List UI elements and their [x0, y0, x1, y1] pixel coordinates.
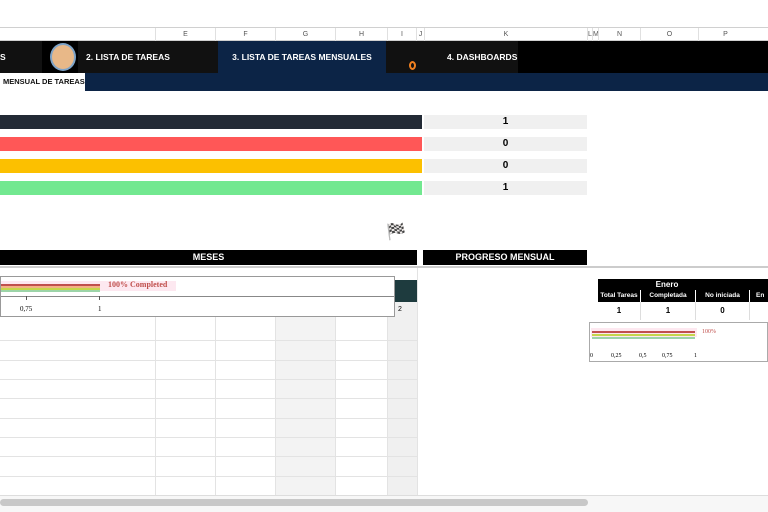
- column-header[interactable]: O: [640, 28, 698, 41]
- column-header[interactable]: G: [275, 28, 335, 41]
- column-header[interactable]: E: [155, 28, 215, 41]
- column-header[interactable]: I: [387, 28, 416, 41]
- chart-bar: [1, 286, 100, 288]
- month-chart: 100% 0 0,25 0,5 0,75 1: [589, 322, 768, 362]
- tick-label: 0,25: [611, 353, 622, 359]
- chart-bar: [592, 337, 695, 339]
- value-total: 1: [598, 302, 641, 320]
- status-value-green: 1: [424, 181, 587, 195]
- header-not-started: No iniciada: [696, 290, 750, 302]
- status-value-total: 1: [424, 115, 587, 129]
- dark-cell: [395, 280, 417, 302]
- section-months: MESES: [0, 250, 417, 265]
- tab-weekly[interactable]: 2. LISTA DE TAREAS SEMANALES: [78, 41, 218, 94]
- chart-bar: [1, 290, 100, 292]
- chart-label: 100%: [702, 329, 716, 335]
- section-progress: PROGRESO MENSUAL: [423, 250, 587, 265]
- status-bar-total: [0, 115, 422, 129]
- dashboard-icon: [409, 61, 416, 70]
- tick-label: 0,75: [20, 305, 33, 313]
- tab-daily[interactable]: S DIARIAS: [0, 41, 42, 94]
- progress-chart: 100% Completed 0,75 1: [0, 276, 395, 317]
- value-in-progress: [750, 302, 768, 320]
- chart-bar: [592, 334, 695, 336]
- tick-label: 0: [590, 353, 593, 359]
- header-total: Total Tareas: [598, 290, 641, 302]
- month-title: Enero: [598, 279, 768, 290]
- tick-label: 0,5: [639, 353, 647, 359]
- chart-bar: [592, 331, 695, 333]
- column-headers: E F G H I J K L M N O P: [0, 27, 768, 41]
- column-header[interactable]: K: [424, 28, 587, 41]
- month-headers: Total Tareas Completada No iniciada En: [598, 290, 768, 302]
- status-bar-yellow: [0, 159, 422, 173]
- chart-bar: [1, 284, 100, 286]
- horizontal-scrollbar[interactable]: [0, 499, 588, 506]
- column-header[interactable]: L: [587, 28, 592, 41]
- nav-bar: S DIARIAS 2. LISTA DE TAREAS SEMANALES 3…: [0, 41, 768, 94]
- row-number: 2: [398, 306, 402, 313]
- value-not-started: 0: [696, 302, 750, 320]
- status-value-red: 0: [424, 137, 587, 151]
- status-bar-green: [0, 181, 422, 195]
- divider: [0, 266, 768, 268]
- checkered-flag-icon: 🏁: [386, 224, 406, 241]
- column-header[interactable]: H: [335, 28, 387, 41]
- header-in-progress: En: [756, 292, 765, 299]
- sub-nav: [0, 73, 768, 91]
- chart-label: 100% Completed: [108, 280, 168, 289]
- chart-bar: [1, 288, 100, 290]
- column-header[interactable]: N: [598, 28, 640, 41]
- value-completed: 1: [641, 302, 696, 320]
- column-header[interactable]: M: [592, 28, 599, 41]
- tick-label: 1: [98, 305, 102, 313]
- column-header[interactable]: J: [416, 28, 424, 41]
- header-completed: Completada: [641, 290, 696, 302]
- column-header[interactable]: P: [698, 28, 752, 41]
- grid-column-g: [275, 317, 335, 495]
- month-values: 1 1 0: [598, 302, 768, 320]
- column-header[interactable]: F: [215, 28, 275, 41]
- clipboard-icon: [50, 43, 76, 71]
- tab-dashboards[interactable]: 4. DASHBOARDS: [386, 41, 518, 73]
- tab-monthly[interactable]: 3. LISTA DE TAREAS MENSUALES: [218, 41, 386, 73]
- tick-label: 0,75: [662, 353, 673, 359]
- status-bar-red: [0, 137, 422, 151]
- status-value-yellow: 0: [424, 159, 587, 173]
- tick-label: 1: [694, 353, 697, 359]
- subtab-monthly[interactable]: MENSUAL DE TAREAS: [0, 73, 85, 91]
